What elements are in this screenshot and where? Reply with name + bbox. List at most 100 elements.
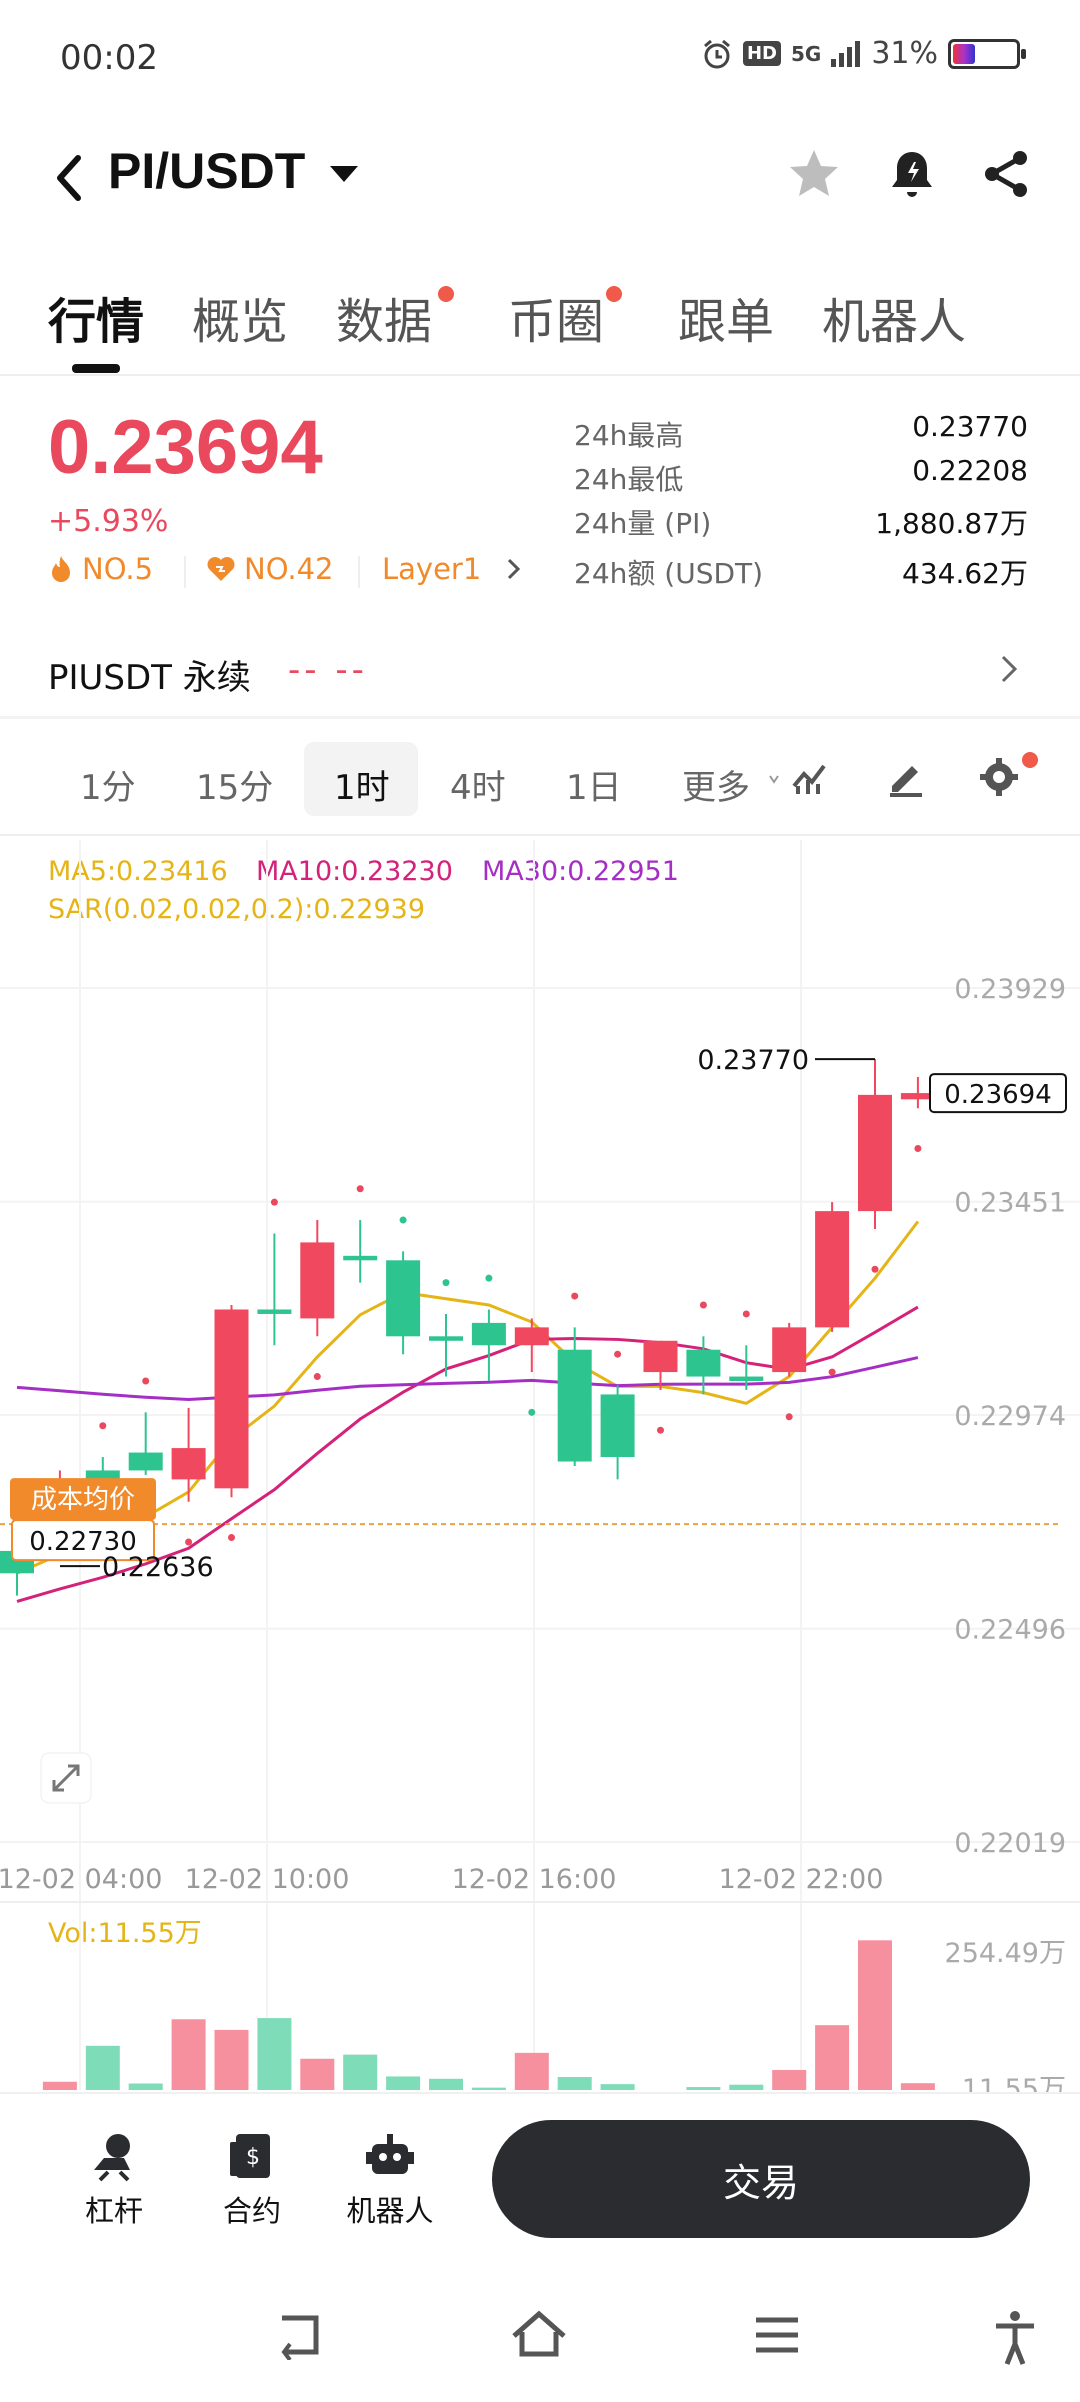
- sar-dot: [99, 1422, 107, 1430]
- indicator-icon[interactable]: [790, 756, 830, 796]
- stat-high-value: 0.23770: [912, 410, 1028, 443]
- sar-dot: [699, 1301, 707, 1309]
- volume-bar: [343, 2054, 378, 2090]
- price-chart[interactable]: 0.23929 0.23451 0.22974 0.22496 0.22019 12-02…: [0, 840, 1080, 2092]
- robot-icon: [366, 2134, 414, 2174]
- x-axis-tick-label: 12-02 22:00: [719, 1864, 884, 1895]
- sar-dot: [185, 1538, 193, 1546]
- stat-low-value: 0.22208: [912, 454, 1028, 487]
- interval-4h[interactable]: 4时: [450, 768, 506, 808]
- more-dropdown-icon[interactable]: [768, 760, 780, 800]
- y-axis-tick-label: 0.22019: [954, 1828, 1066, 1859]
- stat-low-label: 24h最低: [574, 463, 684, 496]
- interval-1m[interactable]: 1分: [80, 768, 136, 808]
- divider: [0, 716, 1080, 719]
- tab-overview[interactable]: 概览: [192, 294, 289, 350]
- volume-bar: [815, 2025, 850, 2090]
- interval-more[interactable]: 更多: [682, 768, 750, 808]
- margin-icon: [94, 2134, 130, 2182]
- favorite-star-icon[interactable]: [786, 146, 842, 202]
- candle-body: [429, 1336, 463, 1341]
- volume-bar: [300, 2058, 335, 2090]
- y-axis-tick-label: 0.23929: [954, 974, 1066, 1005]
- tab-community-badge-dot: [606, 286, 622, 302]
- nav-bot[interactable]: 机器人: [340, 2130, 440, 2230]
- ma5-legend: MA5:0.23416: [48, 856, 228, 887]
- trade-button[interactable]: 交易: [492, 2120, 1030, 2238]
- system-menu-icon[interactable]: [752, 2310, 802, 2360]
- sar-dot: [785, 1413, 793, 1421]
- last-price: 0.23694: [48, 405, 323, 490]
- status-time: 00:02: [60, 38, 158, 78]
- low-marker-label: 0.22636: [102, 1552, 214, 1583]
- nav-contract[interactable]: $ 合约: [202, 2130, 302, 2230]
- ma5-line: [16, 1220, 920, 1575]
- contract-icon: $: [230, 2134, 270, 2178]
- perpetual-name[interactable]: PIUSDT 永续: [48, 658, 251, 698]
- pair-dropdown-icon[interactable]: [330, 166, 358, 182]
- divider: [0, 834, 1080, 836]
- chevron-right-icon[interactable]: [996, 652, 1022, 686]
- alert-bell-icon[interactable]: [884, 146, 940, 202]
- candle-body: [557, 1349, 592, 1462]
- sar-legend: SAR(0.02,0.02,0.2):0.22939: [48, 894, 426, 925]
- candle-body: [471, 1322, 506, 1346]
- pair-title[interactable]: PI/USDT: [108, 143, 306, 199]
- sar-dot: [228, 1534, 235, 1542]
- nav-contract-label: 合约: [222, 2194, 281, 2228]
- tab-market[interactable]: 行情: [48, 294, 145, 350]
- rank-hot[interactable]: NO.5: [48, 552, 153, 586]
- candle-body: [900, 1093, 935, 1100]
- sar-dot: [356, 1185, 364, 1193]
- perpetual-values: -- --: [288, 650, 368, 690]
- volume-bar: [858, 1940, 892, 2090]
- interval-1h[interactable]: 1时: [334, 768, 390, 808]
- hd-icon: HD: [742, 41, 781, 66]
- back-arrow-icon[interactable]: [50, 148, 86, 208]
- status-icons: HD 5G 31%: [701, 36, 1026, 71]
- sar-dot: [828, 1368, 836, 1376]
- nav-bot-label: 机器人: [346, 2194, 434, 2228]
- cost-label: 成本均价: [31, 1485, 135, 1515]
- volume-bar: [171, 2019, 206, 2090]
- share-icon[interactable]: [978, 146, 1034, 202]
- volume-bar: [386, 2076, 421, 2090]
- settings-gear-icon[interactable]: [978, 756, 1020, 798]
- tab-bots[interactable]: 机器人: [822, 294, 967, 350]
- price-change-percent: +5.93%: [48, 504, 169, 539]
- separator: [358, 556, 360, 588]
- tab-copy-trade[interactable]: 跟单: [678, 294, 775, 350]
- battery-percent: 31%: [871, 36, 938, 71]
- x-axis-tick-label: 12-02 16:00: [452, 1864, 617, 1895]
- candle-body: [600, 1394, 635, 1458]
- last-price-tag-box: [929, 1073, 1067, 1114]
- interval-1d[interactable]: 1日: [566, 768, 622, 808]
- signal-icon: [831, 40, 861, 67]
- system-home-icon[interactable]: [510, 2310, 568, 2360]
- stat-high-label: 24h最高: [574, 419, 684, 452]
- draw-pencil-icon[interactable]: [884, 756, 926, 798]
- fullscreen-expand-icon[interactable]: [40, 1752, 92, 1804]
- interval-15m[interactable]: 15分: [196, 768, 274, 808]
- tab-community[interactable]: 币圈: [508, 294, 605, 350]
- x-axis-tick-label: 12-02 04:00: [0, 1864, 162, 1895]
- sar-dot: [571, 1292, 579, 1300]
- high-marker-label: 0.23770: [697, 1045, 809, 1076]
- heart-icon: [207, 557, 235, 581]
- system-back-icon[interactable]: [272, 2310, 328, 2360]
- volume-bar: [600, 2084, 635, 2090]
- cost-value-box: [11, 1519, 155, 1562]
- divider: [0, 374, 1080, 376]
- tab-data[interactable]: 数据: [336, 294, 433, 350]
- rank-favorite[interactable]: NO.42: [206, 552, 333, 586]
- accessibility-icon[interactable]: [992, 2310, 1038, 2366]
- chevron-right-icon: [508, 558, 521, 580]
- stat-volume-label: 24h量 (PI): [574, 507, 712, 540]
- sar-dot: [742, 1310, 750, 1318]
- sar-dot: [142, 1377, 150, 1385]
- interval-selected-bg: [304, 742, 418, 816]
- rank-category[interactable]: Layer1: [382, 552, 525, 586]
- network-label: 5G: [790, 41, 822, 66]
- nav-margin[interactable]: 杠杆: [64, 2130, 164, 2230]
- volume-legend: Vol:11.55万: [48, 1918, 202, 1949]
